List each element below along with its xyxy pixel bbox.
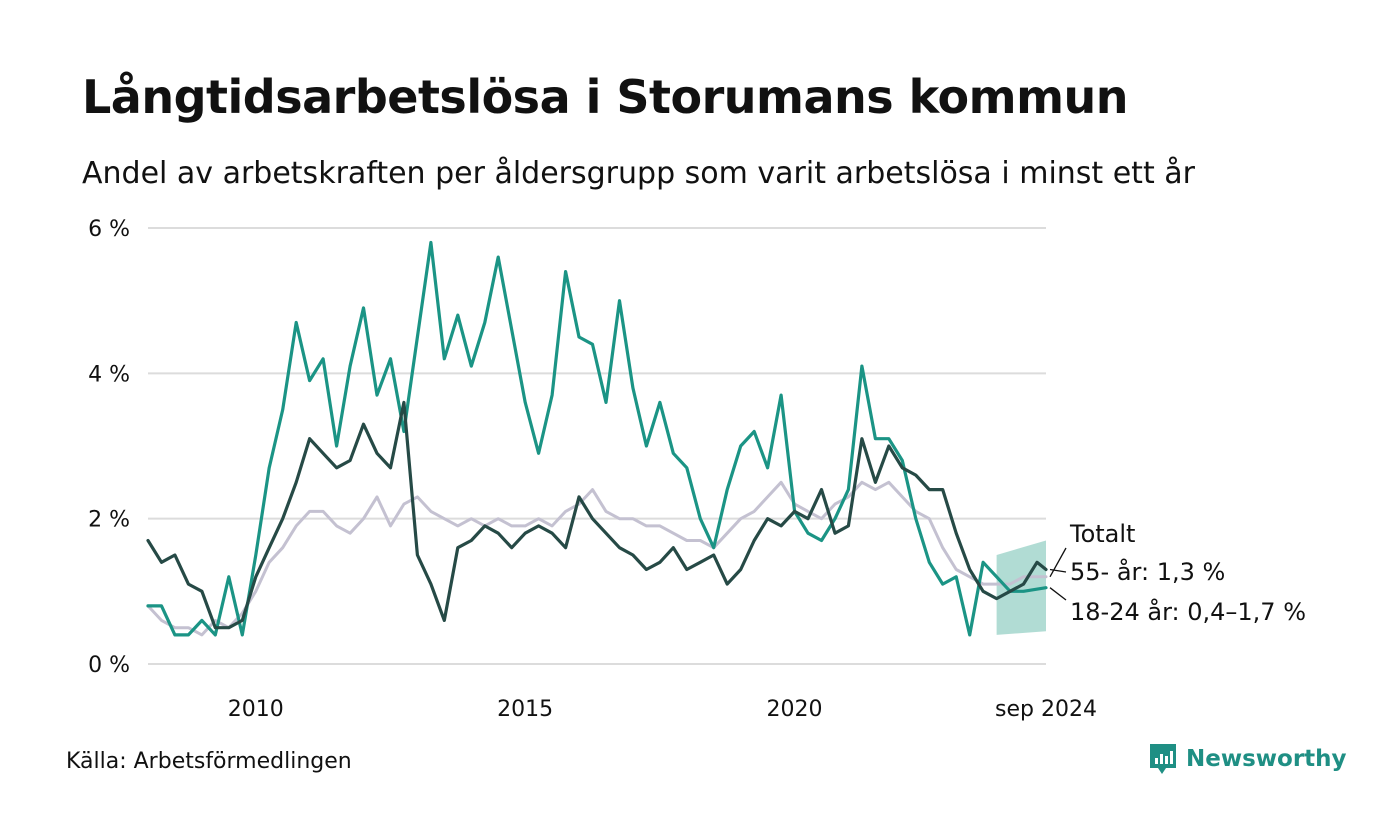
label-totalt-leader (1049, 547, 1067, 578)
newsworthy-logo-icon (1150, 744, 1176, 774)
y-tick-label: 6 % (88, 217, 130, 242)
series-line-55 (146, 400, 1048, 630)
x-tick-label: 2010 (228, 697, 284, 722)
y-tick-label: 2 % (88, 508, 130, 533)
label-55: 55- år: 1,3 % (1070, 557, 1225, 586)
confidence-band (996, 540, 1046, 635)
label-18-24-leader (1049, 587, 1067, 601)
series-lines (146, 240, 1048, 637)
brand-name: Newsworthy (1186, 746, 1347, 772)
series-line-18-24 (146, 240, 1048, 637)
y-tick-label: 0 % (88, 653, 130, 678)
series-line-totalt (146, 480, 1048, 637)
x-tick-label: 2020 (767, 697, 823, 722)
y-tick-label: 4 % (88, 362, 130, 387)
gridlines (148, 227, 1046, 665)
label-55-leader (1049, 568, 1067, 573)
chart-subtitle: Andel av arbetskraften per åldersgrupp s… (82, 156, 1195, 191)
x-tick-label: sep 2024 (995, 697, 1097, 722)
brand-logo: Newsworthy (1148, 742, 1347, 776)
end-labels: Totalt 55- år: 1,3 % 18-24 år: 0,4–1,7 % (1049, 520, 1306, 626)
chart-title: Långtidsarbetslösa i Storumans kommun (82, 70, 1129, 124)
x-tick-label: 2015 (497, 697, 553, 722)
label-18-24: 18-24 år: 0,4–1,7 % (1070, 597, 1306, 626)
confidence-interval-18-24 (996, 540, 1046, 635)
x-axis-labels: 2010 2015 2020 sep 2024 (228, 697, 1097, 722)
label-totalt: Totalt (1069, 520, 1135, 548)
source-note: Källa: Arbetsförmedlingen (66, 749, 352, 774)
y-axis-labels: 0 % 2 % 4 % 6 % (88, 217, 130, 678)
